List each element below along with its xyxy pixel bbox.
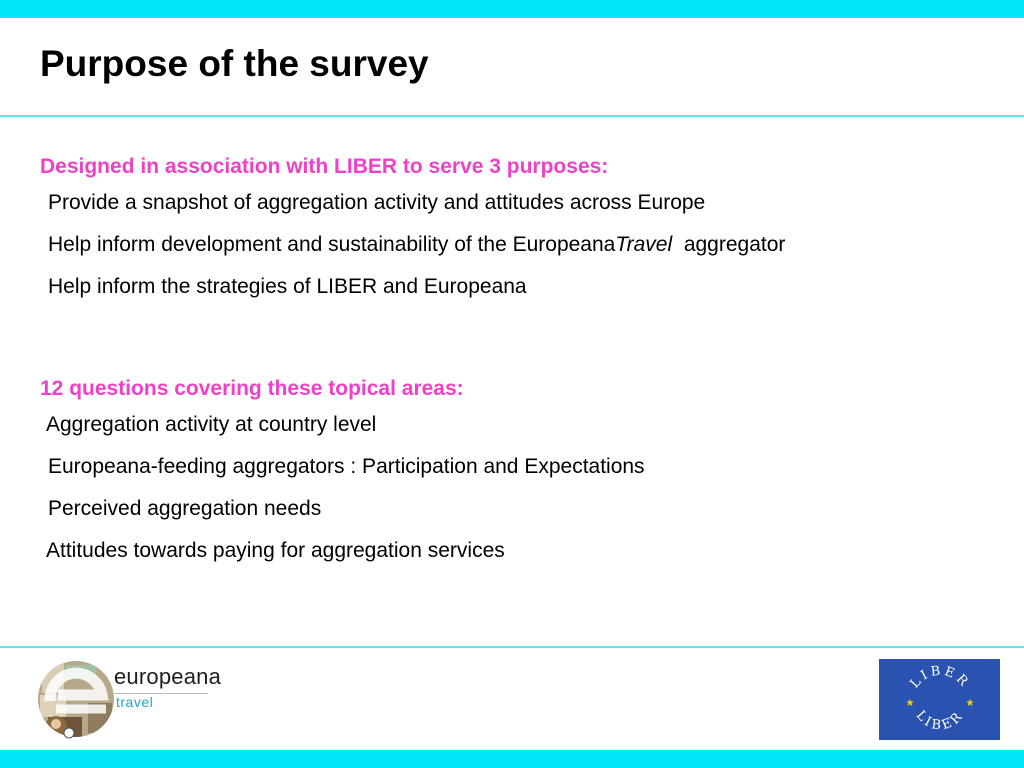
- europeana-travel-label: travel: [116, 694, 154, 710]
- topic-item: Aggregation activity at country level: [46, 413, 377, 436]
- svg-text:LIBER: LIBER: [913, 708, 967, 733]
- purposes-heading: Designed in association with LIBER to se…: [40, 155, 609, 178]
- liber-bottom-text: LIBER: [913, 708, 964, 733]
- slide-content: Designed in association with LIBER to se…: [40, 152, 980, 572]
- topic-item: Attitudes towards paying for aggregation…: [46, 539, 505, 562]
- footer-divider: [0, 646, 1024, 648]
- svg-text:LIBER: LIBER: [908, 664, 973, 692]
- section-spacer: [40, 308, 980, 374]
- topic-item: Perceived aggregation needs: [48, 497, 322, 520]
- purpose-item: Help inform the strategies of LIBER and …: [48, 275, 527, 298]
- liber-emblem-icon: LIBER LIBER ★ ★: [906, 664, 975, 734]
- liber-logo: LIBER LIBER ★ ★: [879, 659, 1000, 740]
- liber-star-left-icon: ★: [906, 698, 915, 709]
- bottom-accent-bar: [0, 750, 1024, 768]
- purpose-item-text: Help inform development and sustainabili…: [48, 233, 616, 256]
- purpose-item: Help inform development and sustainabili…: [40, 224, 980, 266]
- slide-title: Purpose of the survey: [40, 43, 429, 84]
- topic-item: Europeana-feeding aggregators : Particip…: [48, 455, 645, 478]
- title-divider: [0, 115, 1024, 117]
- europeana-e-icon: [38, 661, 114, 739]
- liber-top-text: LIBER: [908, 664, 970, 692]
- purpose-item-italic: Travel: [615, 233, 673, 256]
- europeana-logo-divider: [114, 693, 208, 694]
- purpose-item-suffix: aggregator: [672, 233, 786, 256]
- europeana-travel-logo: europeana travel: [36, 655, 221, 740]
- topics-heading: 12 questions covering these topical area…: [40, 377, 464, 400]
- purpose-item: Provide a snapshot of aggregation activi…: [48, 191, 706, 214]
- top-accent-bar: [0, 0, 1024, 18]
- liber-star-right-icon: ★: [966, 698, 975, 709]
- europeana-wordmark: europeana: [114, 664, 222, 689]
